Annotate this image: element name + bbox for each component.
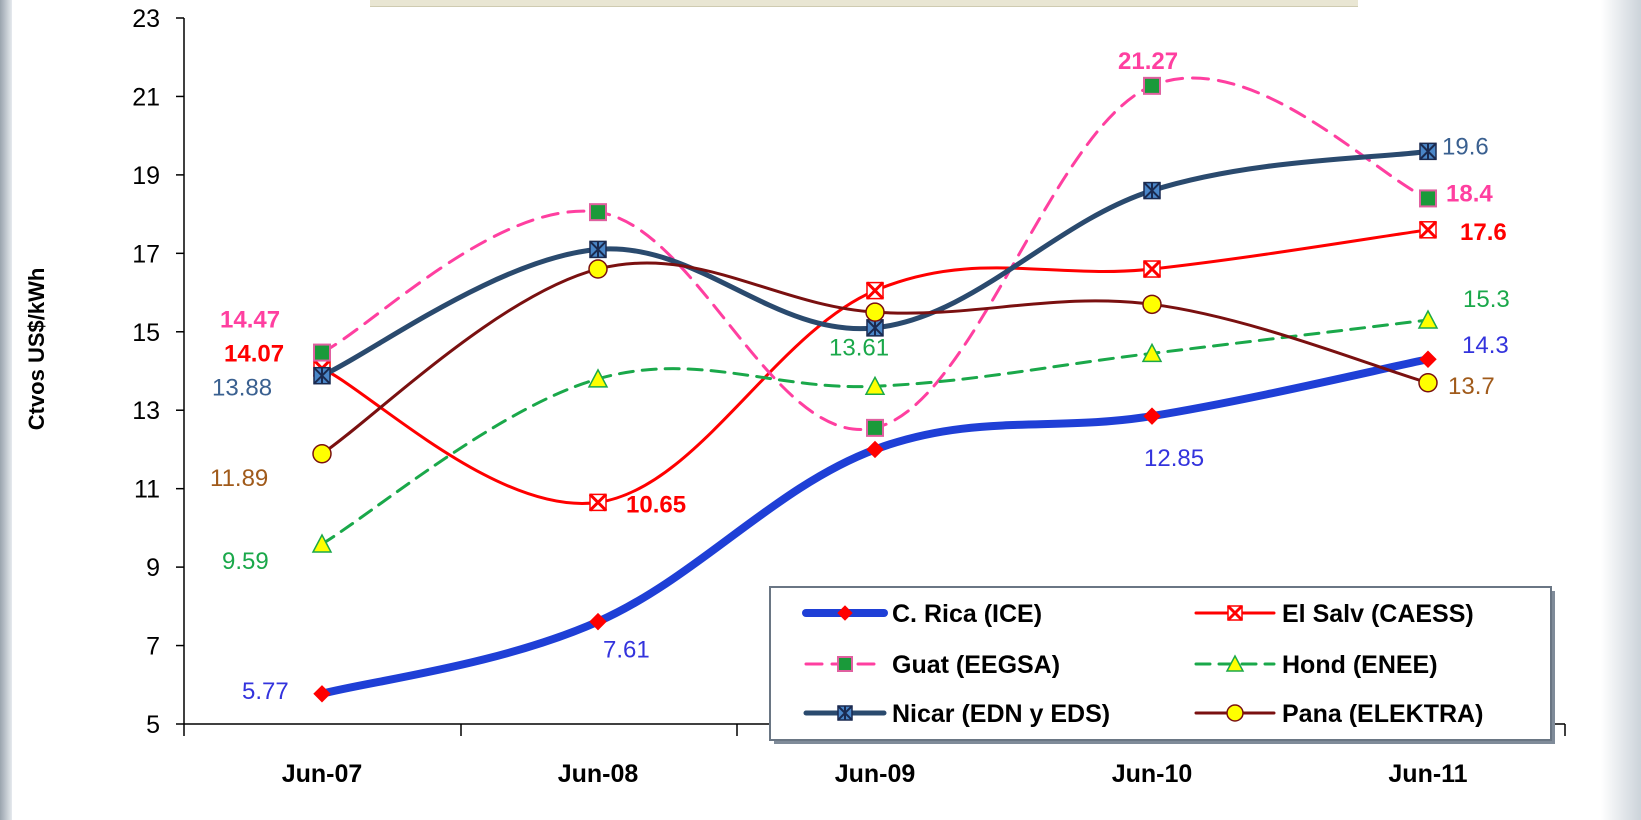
data-label-hond-enee-4: 15.3 (1463, 286, 1510, 313)
left-edge-shading (0, 0, 12, 820)
data-label-hond-enee-0: 9.59 (222, 548, 269, 575)
y-tick-label: 7 (146, 633, 160, 661)
x-tick-label: Jun-08 (558, 760, 639, 788)
marker-nicar-edn-y-eds-0 (313, 366, 331, 385)
top-banner-strip (370, 0, 1358, 7)
marker-nicar-edn-y-eds-3-cross (1143, 181, 1161, 200)
marker-el-salv-caess-4 (1418, 220, 1438, 239)
data-label-guat-eegsa-3: 21.27 (1118, 48, 1178, 75)
legend-label-hond-enee: Hond (ENEE) (1282, 651, 1438, 679)
y-tick-label: 9 (146, 554, 160, 582)
y-axis-label: Ctvos US$/kWh (24, 268, 49, 431)
data-label-hond-enee-2: 13.61 (829, 334, 889, 361)
y-tick-label: 21 (132, 83, 160, 111)
marker-pana-elektra-3 (1142, 294, 1162, 315)
legend: C. Rica (ICE) El Salv (CAESS) Guat (EEGSA)… (769, 586, 1555, 744)
marker-el-salv-caess-1-cross (588, 493, 608, 512)
series-markers (311, 76, 1439, 703)
marker-nicar-edn-y-eds-1 (589, 240, 607, 259)
marker-guat-eegsa-1 (589, 203, 607, 222)
data-label-c-rica-ice-3: 12.85 (1144, 445, 1204, 472)
marker-el-salv-caess-3 (1142, 259, 1162, 279)
x-tick-label: Jun-09 (835, 760, 916, 788)
data-label-pana-elektra-4: 13.7 (1448, 373, 1495, 400)
marker-nicar-edn-y-eds-3 (1143, 181, 1161, 200)
y-tick-label: 17 (132, 240, 160, 268)
data-label-el-salv-caess-1: 10.65 (626, 491, 686, 518)
data-label-el-salv-caess-4: 17.6 (1460, 219, 1507, 246)
x-tick-label: Jun-10 (1112, 760, 1193, 788)
marker-c-rica-ice-4 (1419, 350, 1437, 368)
marker-hond-enee-0 (311, 533, 333, 553)
legend-label-c-rica-ice: C. Rica (ICE) (892, 600, 1042, 628)
data-label-c-rica-ice-4: 14.3 (1462, 332, 1509, 359)
marker-nicar-edn-y-eds-1-cross (589, 240, 607, 259)
legend-marker-pana-elektra (1226, 704, 1244, 722)
y-tick-label: 15 (132, 319, 160, 347)
data-label-c-rica-ice-1: 7.61 (603, 637, 650, 664)
marker-el-salv-caess-2 (865, 281, 885, 300)
data-label-nicar-edn-y-eds-4: 19.6 (1442, 133, 1489, 160)
marker-c-rica-ice-0 (313, 685, 331, 703)
y-tick-label: 19 (132, 162, 160, 190)
x-tick-label: Jun-07 (282, 760, 363, 788)
legend-marker-nicar-edn-y-eds (837, 705, 853, 721)
data-label-guat-eegsa-4: 18.4 (1446, 180, 1493, 207)
marker-el-salv-caess-2-cross (865, 281, 885, 300)
marker-hond-enee-1 (587, 368, 609, 388)
y-tick-label: 23 (132, 5, 160, 33)
legend-marker-guat-eegsa (837, 656, 853, 672)
legend-marker-hond-enee (1225, 654, 1245, 672)
data-label-guat-eegsa-0: 14.47 (220, 307, 280, 334)
y-tick-label: 11 (134, 476, 160, 504)
marker-guat-eegsa-2 (866, 418, 884, 437)
marker-pana-elektra-2 (865, 302, 885, 322)
y-tick-label: 13 (132, 397, 160, 425)
data-label-c-rica-ice-0: 5.77 (242, 678, 289, 705)
marker-guat-eegsa-0 (313, 343, 331, 362)
legend-marker-c-rica-ice (837, 605, 853, 621)
legend-label-guat-eegsa: Guat (EEGSA) (892, 651, 1060, 679)
marker-el-salv-caess-3-cross (1142, 259, 1162, 279)
y-tick-label: 5 (146, 711, 160, 739)
marker-hond-enee-2 (864, 375, 886, 396)
legend-box (769, 586, 1552, 741)
data-label-nicar-edn-y-eds-0: 13.88 (212, 375, 272, 402)
axes: 5 7 9 11 13 15 17 19 21 23 Jun-07 Jun-08 Jun-09 Jun-1… (24, 5, 1566, 788)
x-tick-label: Jun-11 (1388, 760, 1467, 788)
legend-marker-nicar-edn-y-eds-cross (837, 705, 853, 721)
marker-el-salv-caess-4-cross (1418, 220, 1438, 239)
legend-marker-el-salv-caess (1226, 604, 1244, 622)
right-edge-shading (1601, 0, 1641, 820)
legend-label-el-salv-caess: El Salv (CAESS) (1282, 600, 1474, 628)
marker-nicar-edn-y-eds-2-cross (866, 319, 884, 337)
marker-hond-enee-4 (1417, 309, 1439, 329)
series-line-hond-enee (320, 318, 1430, 546)
data-labels: 5.77 7.61 12.85 14.3 14.07 10.65 17.6 14.47 21.2… (210, 48, 1510, 705)
marker-el-salv-caess-1 (588, 493, 608, 512)
marker-c-rica-ice-2 (866, 440, 884, 459)
legend-label-nicar-edn-y-eds: Nicar (EDN y EDS) (892, 700, 1110, 728)
marker-hond-enee-3 (1141, 342, 1163, 363)
marker-guat-eegsa-3 (1143, 76, 1161, 95)
marker-c-rica-ice-3 (1143, 407, 1161, 425)
marker-pana-elektra-0 (312, 444, 332, 464)
data-label-pana-elektra-0: 11.89 (210, 465, 268, 492)
legend-label-pana-elektra: Pana (ELEKTRA) (1282, 700, 1483, 728)
data-label-el-salv-caess-0: 14.07 (224, 340, 284, 367)
marker-pana-elektra-1 (588, 259, 608, 279)
marker-nicar-edn-y-eds-4 (1419, 142, 1437, 161)
marker-pana-elektra-4 (1418, 373, 1438, 393)
marker-c-rica-ice-1 (589, 612, 607, 631)
legend-marker-el-salv-caess-cross (1226, 604, 1244, 622)
marker-guat-eegsa-4 (1419, 189, 1437, 208)
series-line-el-salv-caess (320, 228, 1430, 505)
marker-nicar-edn-y-eds-4-cross (1419, 142, 1437, 161)
marker-nicar-edn-y-eds-0-cross (313, 366, 331, 385)
